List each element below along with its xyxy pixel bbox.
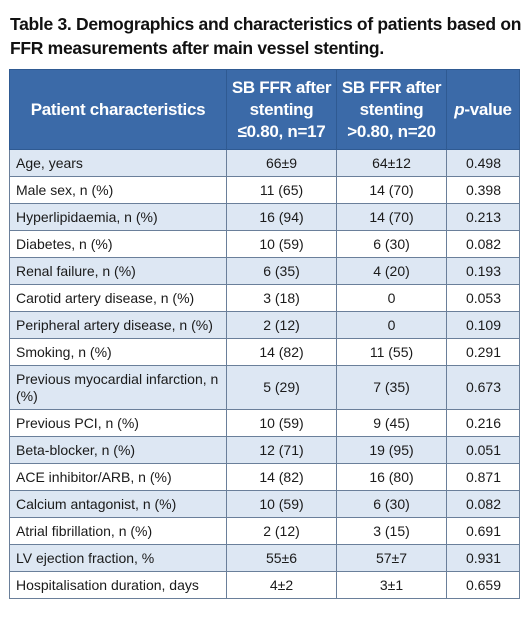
row-label: Atrial fibrillation, n (%) — [9, 517, 227, 545]
cell-p-value: 0.193 — [446, 257, 520, 285]
cell-group2: 64±12 — [336, 149, 447, 177]
table-row: Carotid artery disease, n (%) 3 (18) 0 0.05… — [9, 284, 520, 312]
cell-group1: 2 (12) — [226, 517, 337, 545]
header-p-value: p-value — [446, 69, 520, 150]
header-p-suffix: -value — [464, 99, 512, 119]
cell-p-value: 0.931 — [446, 544, 520, 572]
cell-p-value: 0.109 — [446, 311, 520, 339]
row-label: ACE inhibitor/ARB, n (%) — [9, 463, 227, 491]
row-label: Smoking, n (%) — [9, 338, 227, 366]
header-patient-characteristics: Patient characteristics — [9, 69, 227, 150]
row-label: Diabetes, n (%) — [9, 230, 227, 258]
table-row: Atrial fibrillation, n (%) 2 (12) 3 (15) 0.… — [9, 517, 520, 545]
cell-group2: 19 (95) — [336, 436, 447, 464]
header-sb-ffr-high: SB FFR after stenting >0.80, n=20 — [336, 69, 447, 150]
table-row: Renal failure, n (%) 6 (35) 4 (20) 0.193 — [9, 257, 520, 285]
patient-characteristics-table: Patient characteristics SB FFR after ste… — [9, 69, 520, 599]
row-label: Calcium antagonist, n (%) — [9, 490, 227, 518]
cell-group2: 57±7 — [336, 544, 447, 572]
cell-group1: 10 (59) — [226, 230, 337, 258]
cell-p-value: 0.659 — [446, 571, 520, 599]
table-row: LV ejection fraction, % 55±6 57±7 0.931 — [9, 544, 520, 572]
row-label: LV ejection fraction, % — [9, 544, 227, 572]
row-label: Hospitalisation duration, days — [9, 571, 227, 599]
cell-group1: 14 (82) — [226, 338, 337, 366]
table-row: Calcium antagonist, n (%) 10 (59) 6 (30) 0.… — [9, 490, 520, 518]
cell-group1: 5 (29) — [226, 365, 337, 410]
table-body: Age, years 66±9 64±12 0.498 Male sex, n (%)… — [9, 149, 520, 599]
cell-p-value: 0.053 — [446, 284, 520, 312]
table-row: Previous PCI, n (%) 10 (59) 9 (45) 0.216 — [9, 409, 520, 437]
header-sb-ffr-low: SB FFR after stenting ≤0.80, n=17 — [226, 69, 337, 150]
cell-group2: 14 (70) — [336, 176, 447, 204]
cell-p-value: 0.291 — [446, 338, 520, 366]
cell-group1: 11 (65) — [226, 176, 337, 204]
cell-group2: 6 (30) — [336, 230, 447, 258]
cell-group2: 0 — [336, 311, 447, 339]
cell-group1: 10 (59) — [226, 490, 337, 518]
cell-group1: 2 (12) — [226, 311, 337, 339]
cell-group2: 4 (20) — [336, 257, 447, 285]
cell-group2: 7 (35) — [336, 365, 447, 410]
cell-group1: 10 (59) — [226, 409, 337, 437]
table-header-row: Patient characteristics SB FFR after ste… — [9, 69, 520, 150]
row-label: Beta-blocker, n (%) — [9, 436, 227, 464]
row-label: Previous PCI, n (%) — [9, 409, 227, 437]
cell-group1: 4±2 — [226, 571, 337, 599]
cell-group1: 66±9 — [226, 149, 337, 177]
cell-group1: 55±6 — [226, 544, 337, 572]
table-row: Peripheral artery disease, n (%) 2 (12) 0 0… — [9, 311, 520, 339]
row-label: Carotid artery disease, n (%) — [9, 284, 227, 312]
cell-p-value: 0.216 — [446, 409, 520, 437]
cell-group2: 14 (70) — [336, 203, 447, 231]
cell-p-value: 0.691 — [446, 517, 520, 545]
table-row: Beta-blocker, n (%) 12 (71) 19 (95) 0.051 — [9, 436, 520, 464]
row-label: Hyperlipidaemia, n (%) — [9, 203, 227, 231]
cell-p-value: 0.673 — [446, 365, 520, 410]
row-label: Age, years — [9, 149, 227, 177]
row-label: Peripheral artery disease, n (%) — [9, 311, 227, 339]
table-caption: Table 3. Demographics and characteristic… — [10, 14, 522, 58]
table-row: Male sex, n (%) 11 (65) 14 (70) 0.398 — [9, 176, 520, 204]
cell-group1: 3 (18) — [226, 284, 337, 312]
row-label: Male sex, n (%) — [9, 176, 227, 204]
row-label: Previous myocardial infarction, n (%) — [9, 365, 227, 410]
cell-p-value: 0.871 — [446, 463, 520, 491]
table-row: Previous myocardial infarction, n (%) 5 (… — [9, 365, 520, 410]
cell-group1: 12 (71) — [226, 436, 337, 464]
table-row: Smoking, n (%) 14 (82) 11 (55) 0.291 — [9, 338, 520, 366]
cell-group1: 16 (94) — [226, 203, 337, 231]
cell-group2: 11 (55) — [336, 338, 447, 366]
cell-group2: 3 (15) — [336, 517, 447, 545]
cell-group2: 0 — [336, 284, 447, 312]
table-row: Age, years 66±9 64±12 0.498 — [9, 149, 520, 177]
table-row: ACE inhibitor/ARB, n (%) 14 (82) 16 (80) 0.… — [9, 463, 520, 491]
cell-group2: 6 (30) — [336, 490, 447, 518]
cell-p-value: 0.213 — [446, 203, 520, 231]
table-row: Hospitalisation duration, days 4±2 3±1 0.65… — [9, 571, 520, 599]
cell-p-value: 0.398 — [446, 176, 520, 204]
cell-p-value: 0.051 — [446, 436, 520, 464]
cell-p-value: 0.498 — [446, 149, 520, 177]
cell-group2: 16 (80) — [336, 463, 447, 491]
cell-group2: 9 (45) — [336, 409, 447, 437]
table-row: Hyperlipidaemia, n (%) 16 (94) 14 (70) 0.21… — [9, 203, 520, 231]
table-row: Diabetes, n (%) 10 (59) 6 (30) 0.082 — [9, 230, 520, 258]
header-p-letter: p — [454, 99, 465, 119]
cell-group1: 6 (35) — [226, 257, 337, 285]
cell-group1: 14 (82) — [226, 463, 337, 491]
cell-p-value: 0.082 — [446, 230, 520, 258]
cell-group2: 3±1 — [336, 571, 447, 599]
row-label: Renal failure, n (%) — [9, 257, 227, 285]
cell-p-value: 0.082 — [446, 490, 520, 518]
